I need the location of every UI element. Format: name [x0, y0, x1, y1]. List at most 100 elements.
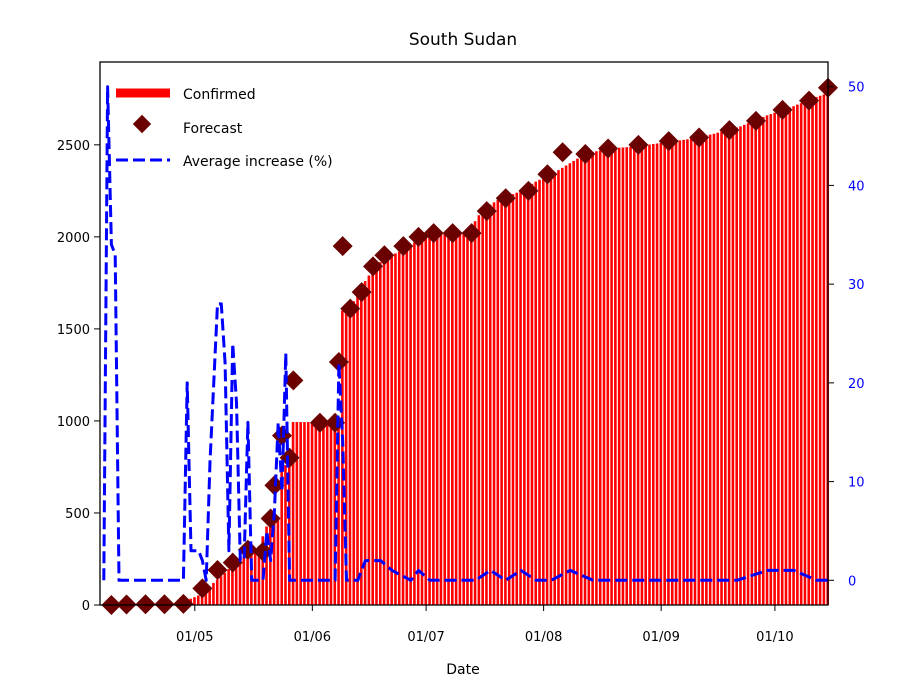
confirmed-bar: [739, 126, 742, 606]
confirmed-bar: [280, 465, 283, 605]
confirmed-bar: [488, 204, 492, 605]
confirmed-bar: [811, 98, 814, 605]
x-axis: 01/05 01/06 01/07 01/08 01/09 01/10: [176, 605, 794, 645]
confirmed-bar: [416, 239, 420, 605]
forecast-point: [598, 138, 619, 159]
forecast-point: [461, 223, 482, 244]
forecast-point: [745, 110, 766, 131]
confirmed-bar: [485, 206, 488, 605]
forecast-point: [423, 223, 444, 244]
confirmed-bar: [583, 154, 587, 605]
confirmed-bar: [769, 114, 773, 605]
confirmed-bar: [295, 422, 299, 605]
confirmed-bar: [238, 558, 242, 605]
confirmed-bar: [223, 572, 227, 605]
confirmed-bar: [530, 183, 534, 605]
confirmed-bar: [754, 120, 757, 606]
confirmed-bar: [458, 233, 462, 605]
confirmed-bar: [378, 262, 382, 605]
confirmed-bar: [572, 160, 575, 605]
confirmed-bar: [557, 170, 560, 605]
confirmed-bar: [765, 115, 769, 605]
forecast-point: [393, 236, 414, 257]
y-right-tick-label: 10: [848, 476, 865, 491]
confirmed-bar: [394, 253, 397, 605]
forecast-point: [135, 594, 156, 615]
confirmed-bar: [496, 200, 500, 606]
confirmed-bar: [435, 233, 439, 605]
confirmed-bar: [724, 130, 727, 605]
confirmed-bar: [799, 103, 803, 606]
confirmed-bar: [439, 233, 443, 605]
confirmed-bar: [405, 247, 409, 605]
confirmed-bar: [693, 137, 697, 606]
forecast-point: [207, 560, 228, 581]
confirmed-bar: [193, 597, 196, 605]
forecast-point: [332, 236, 353, 257]
confirmed-bar: [526, 186, 530, 605]
confirmed-bar: [822, 94, 826, 606]
confirmed-bar: [466, 233, 469, 605]
forecast-point: [279, 447, 300, 468]
confirmed-bar: [363, 281, 367, 605]
confirmed-bar: [481, 209, 484, 605]
confirmed-bar: [420, 236, 424, 606]
confirmed-bar: [815, 96, 818, 605]
confirmed-bar: [667, 141, 670, 605]
confirmed-bar: [610, 148, 613, 605]
confirmed-bar: [523, 188, 526, 605]
confirmed-bar: [234, 561, 238, 605]
confirmed-bar: [538, 179, 541, 606]
confirmed-bar: [507, 195, 511, 605]
confirmed-bar: [625, 147, 629, 605]
confirmed-bar: [231, 565, 234, 605]
confirmed-bar: [519, 190, 522, 606]
confirmed-bar: [633, 146, 636, 606]
confirmed-bar: [303, 422, 306, 605]
confirmed-bar: [542, 177, 545, 605]
confirmed-bar: [352, 301, 356, 605]
confirmed-bar: [796, 104, 799, 605]
forecast-point: [575, 144, 596, 165]
confirmed-bar: [500, 198, 503, 605]
confirmed-bar: [276, 516, 280, 605]
confirmed-bar: [792, 106, 795, 606]
confirmed-bar: [299, 422, 302, 605]
confirmed-bar: [803, 101, 807, 605]
confirmed-bar: [333, 422, 337, 605]
confirmed-bar: [469, 227, 473, 605]
right-axis: 0 10 20 30 40 50: [828, 81, 865, 589]
y-tick-label: 1000: [57, 415, 90, 430]
legend-confirmed-label: Confirmed: [183, 87, 256, 103]
y-right-tick-label: 50: [848, 81, 865, 96]
forecast-point: [799, 90, 820, 111]
y-right-tick-label: 0: [848, 574, 856, 589]
confirmed-bar: [682, 139, 685, 605]
confirmed-bar: [568, 163, 572, 606]
confirmed-bar: [663, 142, 666, 605]
confirmed-bar: [705, 135, 708, 606]
confirmed-bar: [640, 145, 644, 605]
confirmed-bar: [553, 172, 556, 605]
confirmed-bar: [356, 294, 359, 605]
confirmed-bar: [735, 127, 738, 605]
confirmed-bar: [200, 593, 204, 605]
confirmed-bar: [227, 569, 230, 605]
confirmed-bar: [602, 149, 606, 605]
forecast-point: [719, 120, 740, 141]
forecast-point: [772, 99, 793, 120]
confirmed-bar: [428, 235, 431, 605]
forecast-point: [537, 164, 558, 185]
confirmed-bar: [473, 221, 477, 605]
confirmed-bar: [447, 233, 450, 605]
confirmed-bar: [716, 132, 720, 606]
confirmed-bar: [784, 108, 788, 605]
forecast-point: [351, 282, 372, 303]
confirmed-bar: [617, 147, 621, 605]
confirmed-bar: [655, 143, 659, 605]
confirmed-bar: [788, 107, 792, 606]
plot-frame: [99, 61, 829, 606]
confirmed-bar: [409, 245, 412, 605]
legend-average-label: Average increase (%): [183, 154, 333, 170]
forecast-point: [253, 541, 274, 562]
